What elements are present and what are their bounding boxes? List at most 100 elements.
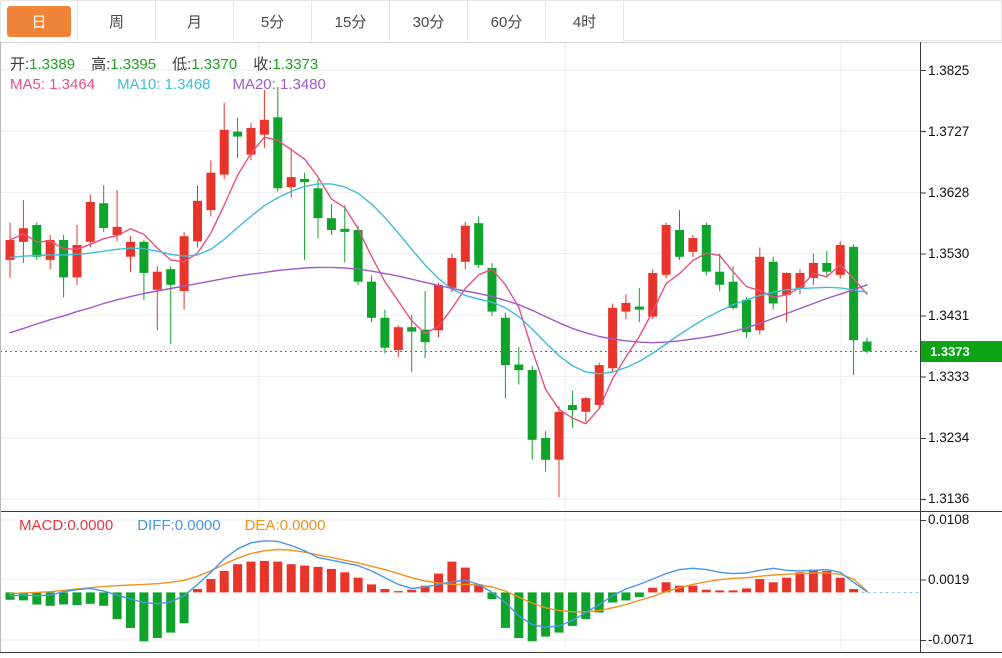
- macd-histogram-bar: [822, 570, 832, 593]
- candle-wick: [638, 287, 640, 323]
- macd-histogram-bar: [326, 568, 336, 593]
- macd-histogram-bar: [206, 579, 216, 593]
- macd-histogram-bar: [18, 592, 28, 601]
- candle-body: [849, 246, 859, 341]
- tab-15min[interactable]: 15分: [312, 1, 390, 41]
- macd-histogram-bar: [474, 584, 484, 593]
- tab-week[interactable]: 周: [78, 1, 156, 41]
- macd-histogram-bar: [541, 592, 551, 637]
- ma20-line: [9, 266, 868, 344]
- candle-body: [233, 131, 243, 137]
- tab-60min[interactable]: 60分: [468, 1, 546, 41]
- macd-histogram-bar: [246, 561, 256, 593]
- macd-histogram-bar: [742, 588, 751, 593]
- macd-histogram-bar: [45, 592, 55, 606]
- macd-legend-diff: DIFF:0.0000: [137, 517, 221, 534]
- macd-histogram-bar: [661, 582, 671, 593]
- macd-histogram-bar: [487, 592, 497, 600]
- candle-body: [822, 263, 832, 272]
- candle-body: [286, 177, 296, 188]
- macd-histogram-bar: [755, 579, 765, 593]
- candle-body: [474, 223, 484, 265]
- macd-histogram-bar: [808, 569, 818, 593]
- macd-histogram-bar: [193, 589, 202, 593]
- candle-body: [139, 241, 149, 273]
- dea-line: [9, 548, 868, 613]
- candle-body: [715, 271, 725, 285]
- candle-body: [193, 200, 202, 242]
- candle-body: [313, 188, 323, 219]
- macd-histogram-bar: [835, 577, 845, 593]
- candle-body: [808, 263, 818, 278]
- candle-body: [32, 225, 42, 257]
- candle-wick: [786, 272, 788, 323]
- candle-body: [300, 179, 310, 183]
- tab-4hour[interactable]: 4时: [546, 1, 624, 41]
- candle-body: [527, 370, 537, 440]
- candle-body: [179, 236, 189, 291]
- diff-line: [9, 540, 868, 628]
- ohlc-open-value: 1.3389: [29, 56, 76, 73]
- candle-wick: [424, 291, 426, 359]
- macd-histogram-bar: [527, 592, 537, 642]
- ohlc-low-value: 1.3370: [191, 56, 238, 73]
- macd-histogram-bar: [72, 592, 82, 606]
- candle-body: [541, 438, 551, 460]
- candle-body: [126, 241, 135, 257]
- candle-body: [72, 245, 82, 278]
- candle-body: [460, 225, 470, 262]
- macd-histogram-bar: [353, 577, 363, 593]
- tab-30min[interactable]: 30分: [390, 1, 468, 41]
- candle-wick: [237, 117, 239, 158]
- candle-wick: [263, 89, 265, 148]
- macd-histogram-bar: [112, 592, 122, 620]
- candle-body: [675, 230, 684, 257]
- candle-body: [407, 327, 417, 332]
- ohlc-close-value: 1.3373: [272, 56, 319, 73]
- ohlc-high-label: 高:: [91, 56, 111, 73]
- candle-body: [608, 307, 618, 369]
- macd-legend-macd: MACD:0.0000: [19, 517, 114, 534]
- candle-body: [862, 341, 872, 352]
- tab-label-5min: 5分: [260, 13, 285, 31]
- macd-histogram-bar: [300, 565, 310, 593]
- candle-body: [701, 225, 711, 272]
- ohlc-close: 收:1.3373: [253, 56, 318, 73]
- macd-histogram-bar: [634, 592, 644, 598]
- macd-axis-label: 0.0019: [928, 572, 970, 588]
- macd-histogram-bar: [219, 570, 229, 593]
- price-axis-label: 1.3333: [928, 368, 970, 384]
- macd-histogram-bar: [139, 592, 149, 642]
- candle-body: [447, 258, 457, 288]
- tab-day[interactable]: 日: [0, 1, 78, 41]
- tab-label-month: 月: [186, 13, 202, 31]
- macd-histogram-bar: [768, 582, 778, 593]
- macd-histogram-bar: [380, 589, 390, 593]
- macd-histogram-bar: [286, 564, 296, 593]
- candle-body: [326, 218, 336, 230]
- ohlc-open: 开:1.3389: [10, 56, 75, 73]
- candle-body: [99, 203, 109, 229]
- macd-histogram-bar: [567, 592, 577, 626]
- candle-body: [835, 245, 845, 275]
- macd-histogram-bar: [85, 592, 95, 604]
- tab-month[interactable]: 月: [156, 1, 234, 41]
- candle-body: [340, 228, 350, 232]
- candle-body: [166, 269, 176, 285]
- macd-legend-dea: DEA:0.0000: [244, 517, 326, 534]
- candle-body: [206, 172, 216, 211]
- candle-body: [581, 398, 591, 412]
- tab-5min[interactable]: 5分: [234, 1, 312, 41]
- candle-body: [353, 230, 363, 282]
- macd-histogram-bar: [621, 592, 631, 601]
- macd-histogram-bar: [849, 589, 859, 593]
- macd-histogram-bar: [179, 592, 189, 624]
- candle-body: [259, 119, 269, 135]
- tab-label-week: 周: [108, 13, 124, 31]
- macd-histogram-bar: [393, 591, 403, 593]
- current-price-tag: 1.3373: [921, 340, 1002, 362]
- macd-histogram-bar: [675, 585, 684, 593]
- candle-wick: [116, 190, 118, 242]
